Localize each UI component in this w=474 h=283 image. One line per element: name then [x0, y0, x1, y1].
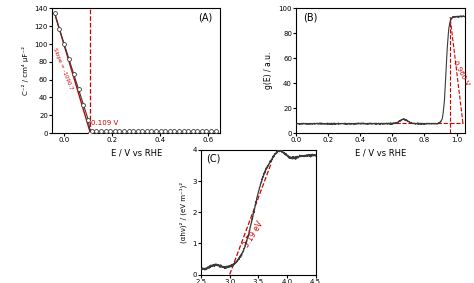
- Text: (B): (B): [303, 12, 317, 22]
- X-axis label: E / V vs RHE: E / V vs RHE: [110, 149, 162, 158]
- Text: 0.109 V: 0.109 V: [91, 120, 118, 126]
- Y-axis label: (αhν)² / (eV m⁻¹)²: (αhν)² / (eV m⁻¹)²: [179, 182, 187, 243]
- Text: 0.960 V: 0.960 V: [453, 60, 471, 87]
- Text: Slope = -1090.7: Slope = -1090.7: [52, 47, 73, 91]
- Text: (C): (C): [206, 154, 220, 164]
- Y-axis label: C⁻² / cm⁴ μF⁻²: C⁻² / cm⁴ μF⁻²: [22, 46, 29, 95]
- Y-axis label: g(E) / a.u.: g(E) / a.u.: [264, 52, 273, 89]
- Text: (A): (A): [198, 12, 212, 22]
- Text: 3.19 eV: 3.19 eV: [242, 219, 265, 249]
- X-axis label: E / V vs RHE: E / V vs RHE: [355, 149, 406, 158]
